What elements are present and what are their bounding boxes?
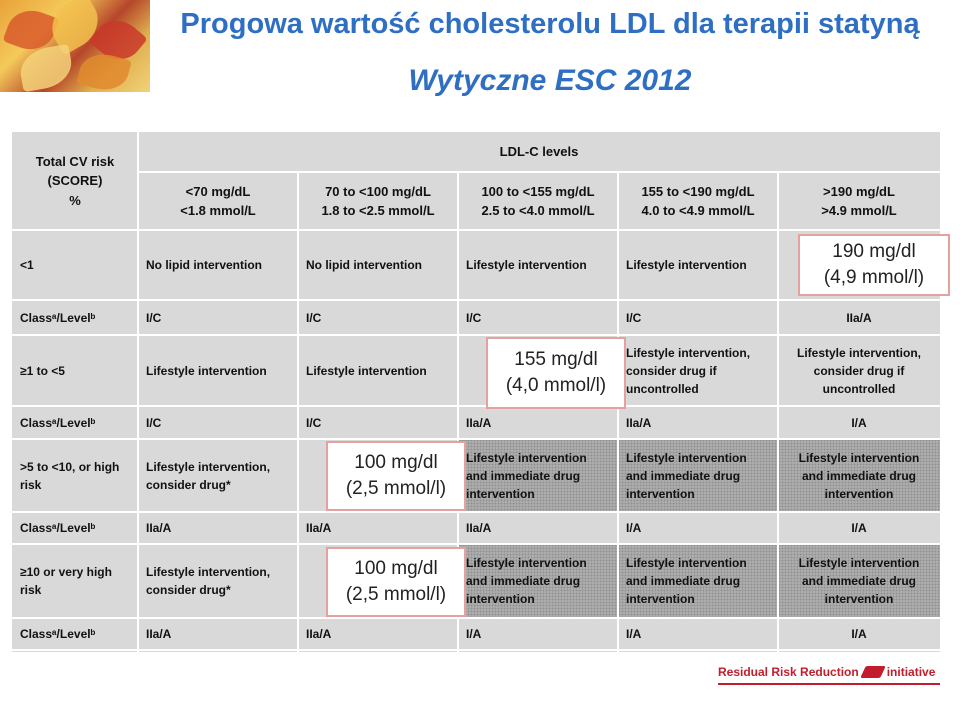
class-level-value: I/C — [306, 415, 322, 430]
ldl-header: LDL-C levels — [499, 144, 579, 160]
grid-line — [12, 405, 940, 407]
grid-line — [12, 617, 940, 619]
recommendation-cell: Lifestyle intervention — [306, 363, 427, 378]
grid-line — [138, 171, 940, 173]
grid-line — [12, 511, 940, 513]
recommendation-cell: Lifestyle intervention, consider drug* — [146, 565, 271, 597]
logo-text-right: initiative — [886, 665, 936, 679]
class-level-value: IIa/A — [146, 521, 172, 535]
page-subtitle: Wytyczne ESC 2012 — [408, 64, 692, 97]
recommendation-cell: Lifestyle intervention and immediate dru… — [458, 544, 618, 618]
class-level-value: I/C — [306, 310, 322, 325]
recommendation-cell: Lifestyle intervention and immediate dru… — [458, 439, 618, 512]
risk-category: ≥1 to <5 — [20, 363, 65, 378]
class-level-value: I/C — [146, 310, 162, 325]
threshold-annotation: 155 mg/dl (4,0 mmol/l) — [486, 337, 626, 409]
recommendation-cell: Lifestyle intervention, consider drug if… — [626, 345, 751, 396]
ldl-column-header: 100 to <155 mg/dL 2.5 to <4.0 mmol/L — [481, 183, 595, 219]
recommendation-cell: Lifestyle intervention, consider drug if… — [796, 345, 922, 396]
class-level-value: IIa/A — [466, 415, 492, 430]
class-level-value: IIa/A — [306, 521, 332, 535]
class-level-label: Classᵃ/Levelᵇ — [20, 310, 96, 325]
class-level-value: I/A — [626, 521, 642, 535]
risk-category: >5 to <10, or high risk — [20, 459, 120, 492]
page-title: Progowa wartość cholesterolu LDL dla ter… — [180, 8, 920, 40]
grid-line — [12, 334, 940, 336]
grid-line — [297, 172, 299, 652]
ldl-column-header: 70 to <100 mg/dL 1.8 to <2.5 mmol/L — [321, 183, 435, 219]
threshold-annotation: 100 mg/dl (2,5 mmol/l) — [326, 547, 466, 617]
class-level-value: IIa/A — [626, 415, 652, 430]
class-level-value: IIa/A — [146, 627, 172, 641]
ldl-column-header: <70 mg/dL <1.8 mmol/L — [180, 183, 256, 219]
recommendation-cell: Lifestyle intervention and immediate dru… — [618, 544, 778, 618]
risk-category: ≥10 or very high risk — [20, 565, 112, 597]
risk-category: <1 — [20, 258, 34, 272]
swoosh-icon — [859, 666, 886, 678]
class-level-label: Classᵃ/Levelᵇ — [20, 415, 96, 430]
class-level-value: I/A — [851, 627, 867, 641]
recommendation-cell: Lifestyle intervention — [146, 363, 267, 378]
recommendation-cell: Lifestyle intervention and immediate dru… — [778, 439, 940, 512]
recommendation-cell: No lipid intervention — [306, 258, 422, 272]
class-level-label: Classᵃ/Levelᵇ — [20, 627, 96, 641]
grid-line — [12, 649, 940, 651]
threshold-annotation: 100 mg/dl (2,5 mmol/l) — [326, 441, 466, 511]
recommendation-cell: Lifestyle intervention and immediate dru… — [618, 439, 778, 512]
grid-line — [777, 172, 779, 652]
class-level-value: I/C — [626, 310, 642, 325]
ldl-column-header: 155 to <190 mg/dL 4.0 to <4.9 mmol/L — [641, 183, 755, 219]
recommendation-cell: Lifestyle intervention — [466, 258, 587, 272]
class-level-value: I/A — [851, 521, 867, 535]
risk-header: Total CV risk (SCORE) % — [35, 153, 115, 208]
recommendation-cell: Lifestyle intervention — [626, 258, 747, 272]
grid-line — [12, 438, 940, 440]
recommendation-cell: Lifestyle intervention and immediate dru… — [778, 544, 940, 618]
class-level-value: IIa/A — [466, 521, 492, 535]
class-level-value: I/A — [466, 627, 482, 641]
class-level-value: I/C — [146, 415, 162, 430]
grid-line — [12, 229, 940, 231]
recommendation-cell: No lipid intervention — [146, 258, 262, 272]
autumn-leaves-image — [0, 0, 150, 92]
class-level-value: I/A — [851, 415, 867, 430]
logo-underline — [718, 683, 940, 685]
logo-text-left: Residual Risk Reduction — [718, 665, 859, 679]
class-level-value: IIa/A — [846, 310, 872, 325]
grid-line — [617, 172, 619, 652]
class-level-value: I/A — [626, 627, 642, 641]
grid-line — [12, 543, 940, 545]
grid-line — [12, 299, 940, 301]
ldl-column-header: >190 mg/dL >4.9 mmol/L — [821, 183, 897, 219]
ldl-treatment-table: Total CV risk (SCORE) % LDL-C levels <70 m… — [12, 132, 950, 652]
class-level-value: IIa/A — [306, 627, 332, 641]
grid-line — [137, 132, 139, 652]
grid-line — [457, 172, 459, 652]
recommendation-cell: Lifestyle intervention, consider drug* — [146, 459, 271, 492]
residual-risk-reduction-logo: Residual Risk Reduction initiative — [718, 662, 935, 682]
class-level-value: I/C — [466, 310, 482, 325]
class-level-label: Classᵃ/Levelᵇ — [20, 521, 96, 535]
threshold-annotation: 190 mg/dl (4,9 mmol/l) — [798, 234, 950, 296]
